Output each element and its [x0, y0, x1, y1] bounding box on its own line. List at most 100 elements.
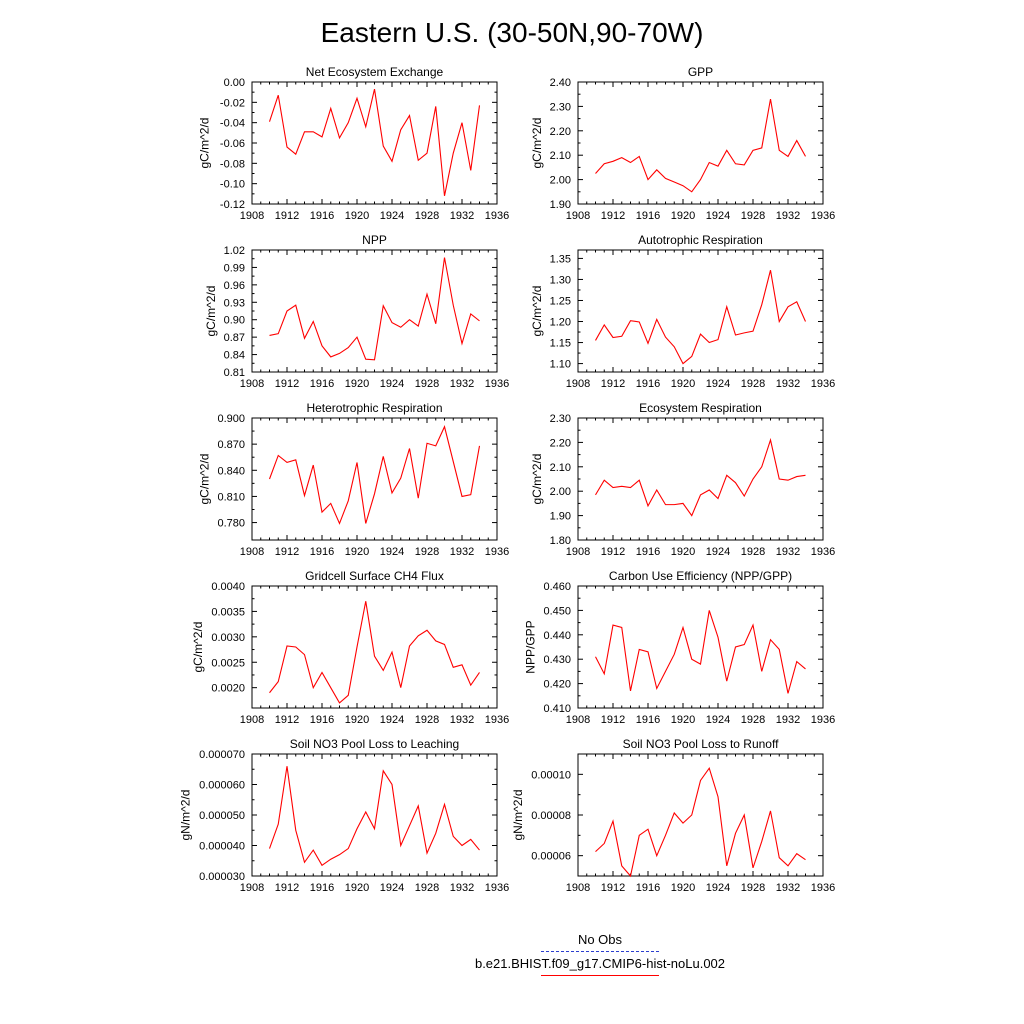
- x-tick-label: 1916: [636, 882, 660, 894]
- series-line: [595, 270, 807, 365]
- y-axis-label: gC/m^2/d: [530, 118, 544, 169]
- y-tick-label: 1.80: [550, 535, 571, 547]
- y-tick-label: 0.000060: [199, 780, 245, 792]
- y-tick-label: 0.0040: [211, 581, 245, 593]
- y-axis-label: gC/m^2/d: [204, 286, 218, 337]
- x-tick-label: 1912: [275, 378, 299, 390]
- y-tick-label: 0.000040: [199, 841, 245, 853]
- plot-frame: [251, 585, 498, 709]
- x-tick-label: 1912: [601, 210, 625, 222]
- series-line: [269, 257, 480, 361]
- y-tick-label: 2.20: [550, 437, 571, 449]
- x-tick-label: 1916: [636, 378, 660, 390]
- x-tick-label: 1916: [636, 546, 660, 558]
- y-tick-label: 2.00: [550, 175, 571, 187]
- y-tick-label: 0.900: [217, 413, 245, 425]
- x-tick-label: 1908: [240, 882, 264, 894]
- x-tick-label: 1936: [485, 882, 509, 894]
- x-tick-label: 1924: [380, 882, 404, 894]
- figure-title: Eastern U.S. (30-50N,90-70W): [321, 17, 704, 48]
- y-tick-label: -0.06: [220, 138, 245, 150]
- x-tick-label: 1920: [345, 210, 369, 222]
- y-tick-label: 0.84: [224, 350, 245, 362]
- x-tick-label: 1916: [636, 210, 660, 222]
- y-tick-label: 0.460: [543, 581, 571, 593]
- x-tick-label: 1912: [601, 378, 625, 390]
- series-line: [268, 425, 481, 525]
- y-tick-label: 0.000070: [199, 749, 245, 761]
- y-tick-label: 0.99: [224, 262, 245, 274]
- x-tick-label: 1932: [776, 714, 800, 726]
- plot-frame: [577, 81, 824, 205]
- x-tick-label: 1936: [811, 714, 835, 726]
- y-tick-label: 1.15: [550, 338, 571, 350]
- chart-panel-soil-no3-pool-loss-to-runoff: Soil NO3 Pool Loss to Runoff 1908 1912 1916…: [511, 737, 835, 894]
- x-tick-label: 1932: [450, 546, 474, 558]
- legend-label-no-obs: No Obs: [577, 932, 623, 947]
- y-tick-label: 2.30: [550, 413, 571, 425]
- y-tick-label: 0.0025: [211, 657, 245, 669]
- y-tick-label: 0.90: [224, 315, 245, 327]
- panels: Net Ecosystem Exchange 1908 1912 1916 1920 19…: [179, 65, 836, 894]
- y-tick-label: 2.00: [550, 486, 571, 498]
- y-tick-label: 1.20: [550, 317, 571, 329]
- y-tick-label: 0.00006: [531, 851, 571, 863]
- plot-frame: [251, 249, 498, 373]
- y-axis-label: gN/m^2/d: [179, 790, 193, 841]
- x-tick-label: 1936: [811, 546, 835, 558]
- y-tick-label: 0.0020: [211, 683, 245, 695]
- y-tick-label: -0.12: [220, 199, 245, 211]
- y-tick-label: 0.000030: [199, 871, 245, 883]
- x-tick-label: 1932: [450, 714, 474, 726]
- y-tick-label: 1.90: [550, 511, 571, 523]
- y-axis-label: gC/m^2/d: [191, 622, 205, 673]
- chart-panel-net-ecosystem-exchange: Net Ecosystem Exchange 1908 1912 1916 1920 19…: [198, 65, 510, 222]
- x-tick-label: 1936: [485, 210, 509, 222]
- y-tick-label: 1.35: [550, 253, 571, 265]
- series-line: [595, 610, 806, 694]
- series-line: [595, 98, 806, 193]
- y-axis-label: gC/m^2/d: [530, 454, 544, 505]
- x-tick-label: 1916: [636, 714, 660, 726]
- y-tick-label: 2.10: [550, 462, 571, 474]
- x-tick-label: 1916: [310, 378, 334, 390]
- y-tick-label: 0.00: [224, 77, 245, 89]
- x-tick-label: 1924: [706, 546, 730, 558]
- chart-panel-carbon-use-efficiency-npp-gpp: Carbon Use Efficiency (NPP/GPP) 1908 1912 1…: [524, 569, 836, 726]
- x-tick-label: 1928: [415, 378, 439, 390]
- y-axis-label: gC/m^2/d: [198, 118, 212, 169]
- x-tick-label: 1912: [601, 714, 625, 726]
- x-tick-label: 1932: [776, 882, 800, 894]
- plot-frame: [251, 753, 498, 877]
- x-tick-label: 1908: [566, 546, 590, 558]
- x-tick-label: 1932: [450, 210, 474, 222]
- legend-swatch-model: [541, 975, 659, 976]
- panel-title: Gridcell Surface CH4 Flux: [305, 569, 444, 583]
- x-tick-label: 1928: [415, 882, 439, 894]
- y-axis-label: gC/m^2/d: [530, 286, 544, 337]
- y-tick-label: -0.08: [220, 158, 245, 170]
- y-tick-label: -0.10: [220, 179, 245, 191]
- y-axis-label: gN/m^2/d: [511, 790, 525, 841]
- y-tick-label: 0.93: [224, 297, 245, 309]
- x-tick-label: 1928: [741, 714, 765, 726]
- x-tick-label: 1932: [776, 210, 800, 222]
- x-tick-label: 1908: [240, 546, 264, 558]
- chart-panel-heterotrophic-respiration: Heterotrophic Respiration 1908 1912 1916 192…: [198, 401, 510, 558]
- x-tick-label: 1928: [415, 210, 439, 222]
- x-tick-label: 1920: [671, 714, 695, 726]
- plot-frame: [577, 249, 824, 373]
- x-tick-label: 1936: [485, 714, 509, 726]
- x-tick-label: 1932: [450, 882, 474, 894]
- chart-panel-ecosystem-respiration: Ecosystem Respiration 1908 1912 1916 1920 192…: [530, 401, 835, 558]
- y-tick-label: 0.87: [224, 332, 245, 344]
- y-tick-label: 2.30: [550, 101, 571, 113]
- x-tick-label: 1920: [671, 210, 695, 222]
- x-tick-label: 1916: [310, 210, 334, 222]
- x-tick-label: 1912: [601, 546, 625, 558]
- x-tick-label: 1912: [601, 882, 625, 894]
- x-tick-label: 1916: [310, 882, 334, 894]
- legend-entry-no-obs: No Obs: [440, 932, 760, 952]
- x-tick-label: 1928: [415, 546, 439, 558]
- x-tick-label: 1908: [566, 210, 590, 222]
